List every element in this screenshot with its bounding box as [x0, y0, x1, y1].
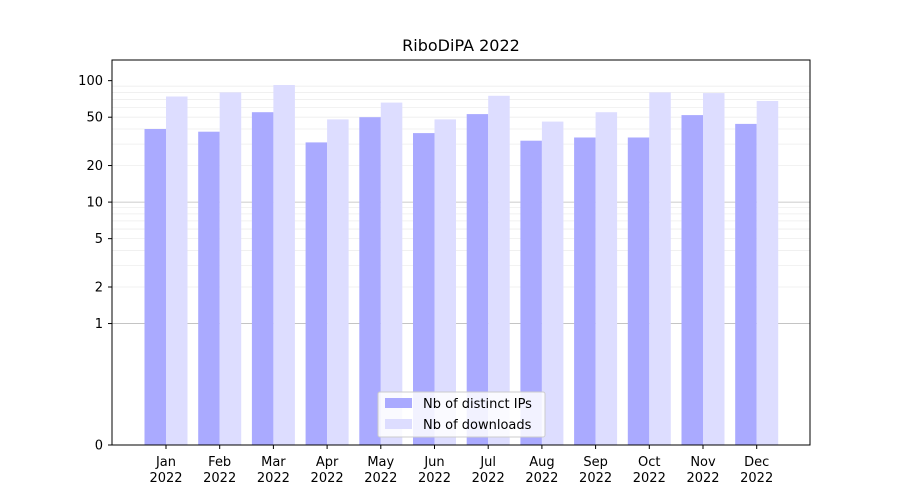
x-tick-label-month: Jul	[479, 455, 496, 470]
x-tick-label-year: 2022	[418, 471, 451, 486]
bar-distinct-ips	[359, 117, 381, 445]
y-tick-label: 0	[95, 439, 103, 454]
bar-distinct-ips	[144, 129, 166, 445]
bar-distinct-ips	[520, 140, 542, 445]
y-tick-label: 1	[95, 317, 103, 332]
bar-downloads	[327, 119, 349, 446]
y-tick-label: 10	[86, 196, 103, 211]
x-tick-label-year: 2022	[149, 471, 182, 486]
x-tick-label-year: 2022	[364, 471, 397, 486]
bar-downloads	[380, 102, 403, 445]
bar-distinct-ips	[413, 133, 435, 445]
chart-title: RiboDiPA 2022	[402, 36, 520, 55]
x-tick-label-month: Sep	[583, 455, 608, 470]
bar-distinct-ips	[305, 142, 328, 445]
x-axis: Jan2022Feb2022Mar2022Apr2022May2022Jun20…	[149, 445, 773, 486]
bar-downloads	[595, 112, 618, 445]
x-tick-label-year: 2022	[203, 471, 236, 486]
legend-swatch-ips	[385, 398, 412, 408]
x-tick-label-year: 2022	[740, 471, 773, 486]
legend-label-ips: Nb of distinct IPs	[423, 397, 532, 412]
x-tick-label-month: May	[367, 455, 394, 470]
x-tick-label-month: Nov	[690, 455, 716, 470]
x-tick-label-month: Mar	[261, 455, 286, 470]
x-tick-label-year: 2022	[579, 471, 612, 486]
bar-downloads	[488, 95, 510, 446]
bar-distinct-ips	[251, 112, 274, 445]
bar-downloads	[703, 93, 725, 445]
bar-downloads	[219, 92, 242, 446]
y-tick-label: 50	[86, 111, 103, 126]
y-tick-label: 20	[86, 159, 103, 174]
x-tick-label-month: Feb	[208, 455, 231, 470]
x-tick-label-year: 2022	[525, 471, 558, 486]
bar-downloads	[166, 96, 188, 445]
x-tick-label-year: 2022	[686, 471, 719, 486]
bar-distinct-ips	[466, 114, 489, 445]
y-axis: 0 1 2 5 10 20 50 100	[78, 74, 112, 454]
bars	[144, 85, 779, 446]
bar-downloads	[273, 85, 295, 445]
legend-label-downloads: Nb of downloads	[423, 418, 532, 433]
bar-downloads	[649, 92, 671, 446]
bar-downloads	[541, 121, 564, 445]
bar-distinct-ips	[198, 131, 220, 445]
legend: Nb of distinct IPs Nb of downloads	[377, 391, 546, 438]
legend-box	[377, 391, 546, 438]
bar-distinct-ips	[627, 137, 650, 445]
x-tick-label-year: 2022	[311, 471, 344, 486]
x-tick-label-year: 2022	[257, 471, 290, 486]
bar-distinct-ips	[681, 115, 703, 445]
plot-frame	[111, 59, 811, 446]
y-tick-label: 5	[95, 232, 103, 247]
x-tick-label-month: Apr	[316, 455, 339, 470]
bar-distinct-ips	[735, 123, 757, 446]
x-tick-label-month: Dec	[744, 455, 769, 470]
y-tick-label: 100	[78, 74, 103, 89]
x-tick-label-month: Oct	[638, 455, 660, 470]
bar-distinct-ips	[574, 137, 596, 445]
x-tick-label-year: 2022	[633, 471, 666, 486]
x-tick-label-month: Aug	[529, 455, 554, 470]
legend-swatch-downloads	[385, 419, 412, 429]
y-tick-label: 2	[95, 280, 103, 295]
bar-downloads	[756, 101, 779, 445]
x-tick-label-month: Jun	[423, 455, 444, 470]
x-tick-label-year: 2022	[472, 471, 505, 486]
x-tick-label-month: Jan	[155, 455, 176, 470]
bar-downloads	[434, 119, 456, 446]
